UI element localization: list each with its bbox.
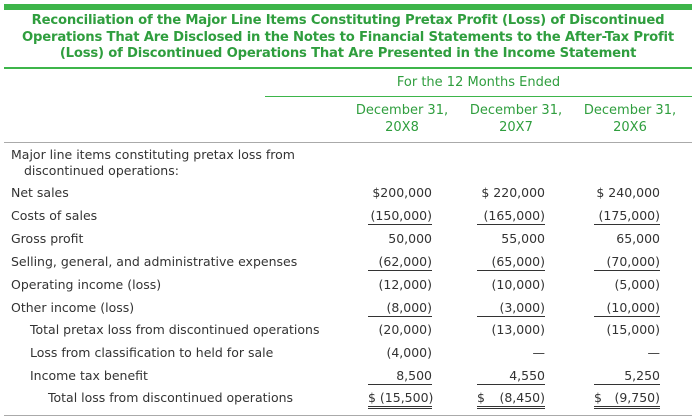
cell-text: (175,000) — [598, 208, 660, 223]
cell-text: (65,000) — [491, 254, 546, 269]
currency-symbol: $ — [594, 390, 602, 405]
table-row: Loss from classification to held for sal… — [0, 345, 692, 367]
cell-value: 8,500 — [368, 368, 432, 385]
cell-value: (165,000) — [477, 208, 545, 225]
cell-text: (10,000) — [491, 277, 546, 292]
cell-text: 4,550 — [509, 368, 545, 383]
cell-value: (5,000) — [594, 277, 660, 293]
title-line: (Loss) of Discontinued Operations That A… — [59, 46, 637, 62]
table-row: Net sales $200,000 $ 220,000 $ 240,000 — [0, 185, 692, 207]
cell-value: (70,000) — [594, 254, 660, 271]
title-line: Operations That Are Disclosed in the Not… — [22, 29, 674, 45]
title-line: Reconciliation of the Major Line Items C… — [31, 13, 665, 28]
cell-text: (8,000) — [386, 300, 432, 315]
table-row: Gross profit 50,000 55,000 65,000 — [0, 231, 692, 253]
table-row: Total loss from discontinued operations $… — [0, 390, 692, 412]
cell-text: (15,000) — [606, 322, 661, 337]
row-label: Loss from classification to held for sal… — [30, 345, 274, 360]
cell-text: 65,000 — [616, 231, 660, 246]
period-divider — [265, 96, 692, 97]
cell-value: (12,000) — [368, 277, 433, 293]
cell-text: — — [532, 345, 546, 360]
table-row: Income tax benefit 8,500 4,550 5,250 — [0, 368, 692, 390]
row-label: Other income (loss) — [11, 300, 135, 315]
row-label: Total loss from discontinued operations — [48, 390, 294, 405]
cell-text: $ 240,000 — [596, 185, 660, 200]
cell-text: (62,000) — [378, 254, 433, 269]
cell-value: $ (9,750) — [594, 390, 660, 409]
table-row: Operating income (loss) (12,000) (10,000) (… — [0, 277, 692, 299]
cell-value: $ 240,000 — [594, 185, 660, 201]
cell-value: $ 220,000 — [477, 185, 545, 201]
cell-value: (150,000) — [368, 208, 432, 225]
row-label: Costs of sales — [11, 208, 98, 223]
cell-text: — — [647, 345, 661, 360]
row-label: Selling, general, and administrative exp… — [11, 254, 298, 269]
cell-value: (65,000) — [477, 254, 545, 271]
cell-value: 50,000 — [368, 231, 432, 247]
cell-value: 4,550 — [477, 368, 545, 385]
column-header-20x8: December 31, 20X8 — [355, 103, 449, 135]
cell-text: (10,000) — [606, 300, 661, 315]
cell-text: 50,000 — [388, 231, 432, 246]
cell-value: (10,000) — [594, 300, 660, 317]
cell-value: 65,000 — [594, 231, 660, 247]
bottom-divider — [4, 415, 692, 416]
cell-value: (62,000) — [368, 254, 432, 271]
top-accent-bar — [4, 4, 692, 10]
row-label: Income tax benefit — [30, 368, 148, 383]
cell-text: $ (15,500) — [368, 390, 434, 405]
column-header-20x6: December 31, 20X6 — [583, 103, 677, 135]
row-label: Operating income (loss) — [11, 277, 162, 292]
cell-text: (165,000) — [483, 208, 545, 223]
cell-text: 8,500 — [396, 368, 432, 383]
currency-symbol: $ — [477, 390, 485, 405]
cell-value: (4,000) — [368, 345, 432, 361]
cell-value: $200,000 — [368, 185, 432, 201]
cell-value: 5,250 — [594, 368, 660, 385]
row-label: Total pretax loss from discontinued oper… — [30, 322, 320, 337]
cell-text: (3,000) — [499, 300, 545, 315]
cell-value: (20,000) — [368, 322, 433, 338]
cell-text: (5,000) — [614, 277, 660, 292]
cell-text: (12,000) — [378, 277, 433, 292]
table-row: Other income (loss) (8,000) (3,000) (10,000… — [0, 300, 692, 322]
row-label: Net sales — [11, 185, 69, 200]
row-label: Gross profit — [11, 231, 84, 246]
cell-text: (8,450) — [499, 390, 545, 405]
title-divider — [4, 67, 692, 69]
cell-value: (8,000) — [368, 300, 432, 317]
table-row: Selling, general, and administrative exp… — [0, 254, 692, 276]
cell-text: (13,000) — [491, 322, 546, 337]
cell-value: (13,000) — [477, 322, 546, 338]
cell-text: 5,250 — [624, 368, 660, 383]
cell-text: (70,000) — [606, 254, 661, 269]
column-header-20x7: December 31, 20X7 — [469, 103, 563, 135]
header-divider — [4, 142, 692, 143]
cell-text: (9,750) — [614, 390, 660, 405]
table-title: Reconciliation of the Major Line Items C… — [4, 13, 692, 63]
cell-text: $200,000 — [372, 185, 432, 200]
cell-value: (10,000) — [477, 277, 546, 293]
cell-value: — — [477, 345, 546, 361]
cell-value: $ (8,450) — [477, 390, 545, 409]
cell-value: $ (15,500) — [368, 390, 434, 409]
period-header: For the 12 Months Ended — [396, 75, 561, 90]
cell-value: (3,000) — [477, 300, 545, 317]
cell-text: 55,000 — [501, 231, 545, 246]
table-row: Total pretax loss from discontinued oper… — [0, 322, 692, 344]
cell-value: — — [594, 345, 661, 361]
cell-value: (175,000) — [594, 208, 660, 225]
cell-text: (150,000) — [370, 208, 432, 223]
table-row: Costs of sales (150,000) (165,000) (175,000… — [0, 208, 692, 230]
cell-value: (15,000) — [594, 322, 661, 338]
cell-text: $ 220,000 — [481, 185, 545, 200]
section-label: Major line items constituting pretax los… — [11, 147, 295, 178]
cell-value: 55,000 — [477, 231, 545, 247]
cell-text: (20,000) — [378, 322, 433, 337]
cell-text: (4,000) — [386, 345, 432, 360]
